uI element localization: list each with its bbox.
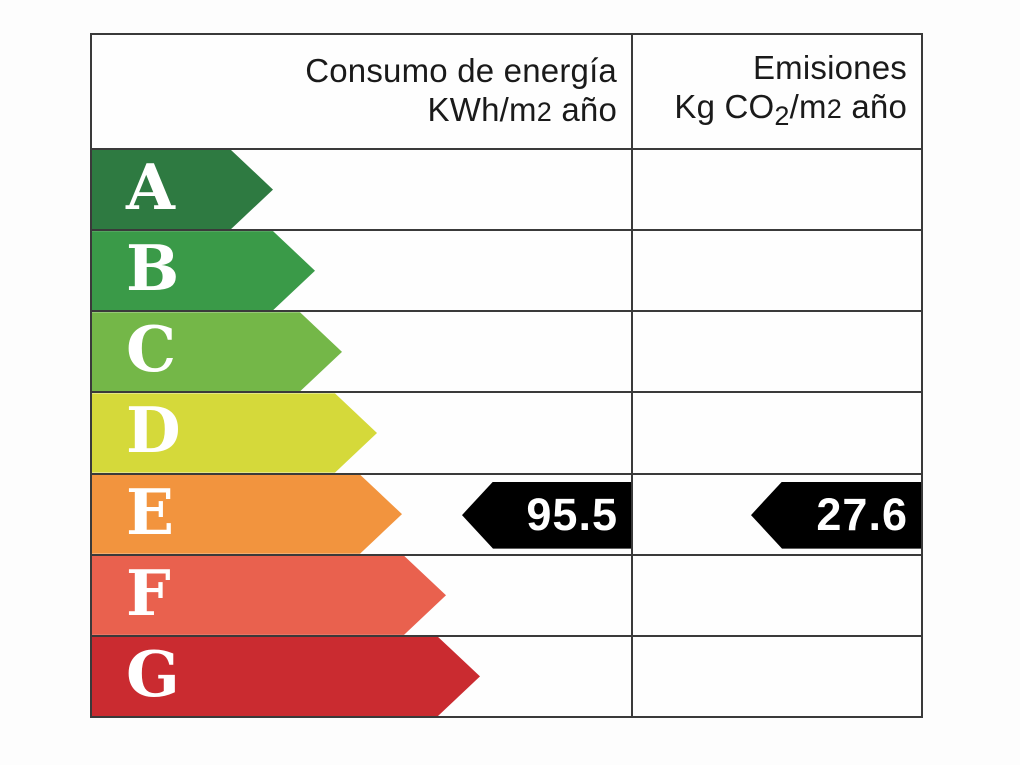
- consumption-header-line2: KWh/m2 año: [427, 91, 617, 128]
- rating-letter-d: D: [126, 393, 181, 468]
- rating-row-f: F: [92, 553, 921, 635]
- rating-row-d: D: [92, 391, 921, 472]
- consumption-value: 95.5: [526, 489, 618, 541]
- rating-bar-f: F: [92, 556, 446, 635]
- rating-bar-a: A: [92, 150, 273, 229]
- rating-rows: A B C D E: [92, 150, 921, 716]
- consumption-column-header: Consumo de energía KWh/m2 año: [92, 35, 631, 148]
- emissions-header-line2: Kg CO2/m2 año: [674, 87, 907, 131]
- rating-bar-c: C: [92, 312, 342, 391]
- rating-bar-b: B: [92, 231, 315, 310]
- rating-letter-a: A: [126, 150, 175, 225]
- consumption-value-arrow-marker: 95.5: [462, 481, 631, 549]
- rating-row-c: C: [92, 310, 921, 391]
- rating-row-g: G: [92, 634, 921, 716]
- rating-row-e: E 95.5 27.6: [92, 472, 921, 554]
- rating-letter-f: F: [126, 555, 171, 630]
- rating-bar-e: E: [92, 475, 402, 554]
- emissions-value-arrow-marker: 27.6: [751, 481, 921, 549]
- rating-letter-e: E: [126, 474, 175, 549]
- rating-bar-d: D: [92, 393, 377, 472]
- rating-letter-b: B: [126, 231, 180, 306]
- emissions-column-header: Emisiones Kg CO2/m2 año: [631, 35, 921, 148]
- consumption-header-line1: Consumo de energía: [305, 52, 617, 89]
- rating-row-b: B: [92, 229, 921, 310]
- emissions-header-line1: Emisiones: [752, 48, 907, 86]
- energy-rating-table: Consumo de energía KWh/m2 año Emisiones …: [90, 33, 923, 718]
- column-divider: [631, 35, 633, 716]
- rating-letter-c: C: [126, 312, 177, 387]
- table-header-row: Consumo de energía KWh/m2 año Emisiones …: [92, 35, 921, 150]
- emissions-value: 27.6: [816, 489, 908, 541]
- rating-bar-g: G: [92, 637, 480, 716]
- rating-row-a: A: [92, 150, 921, 229]
- rating-letter-g: G: [126, 636, 180, 711]
